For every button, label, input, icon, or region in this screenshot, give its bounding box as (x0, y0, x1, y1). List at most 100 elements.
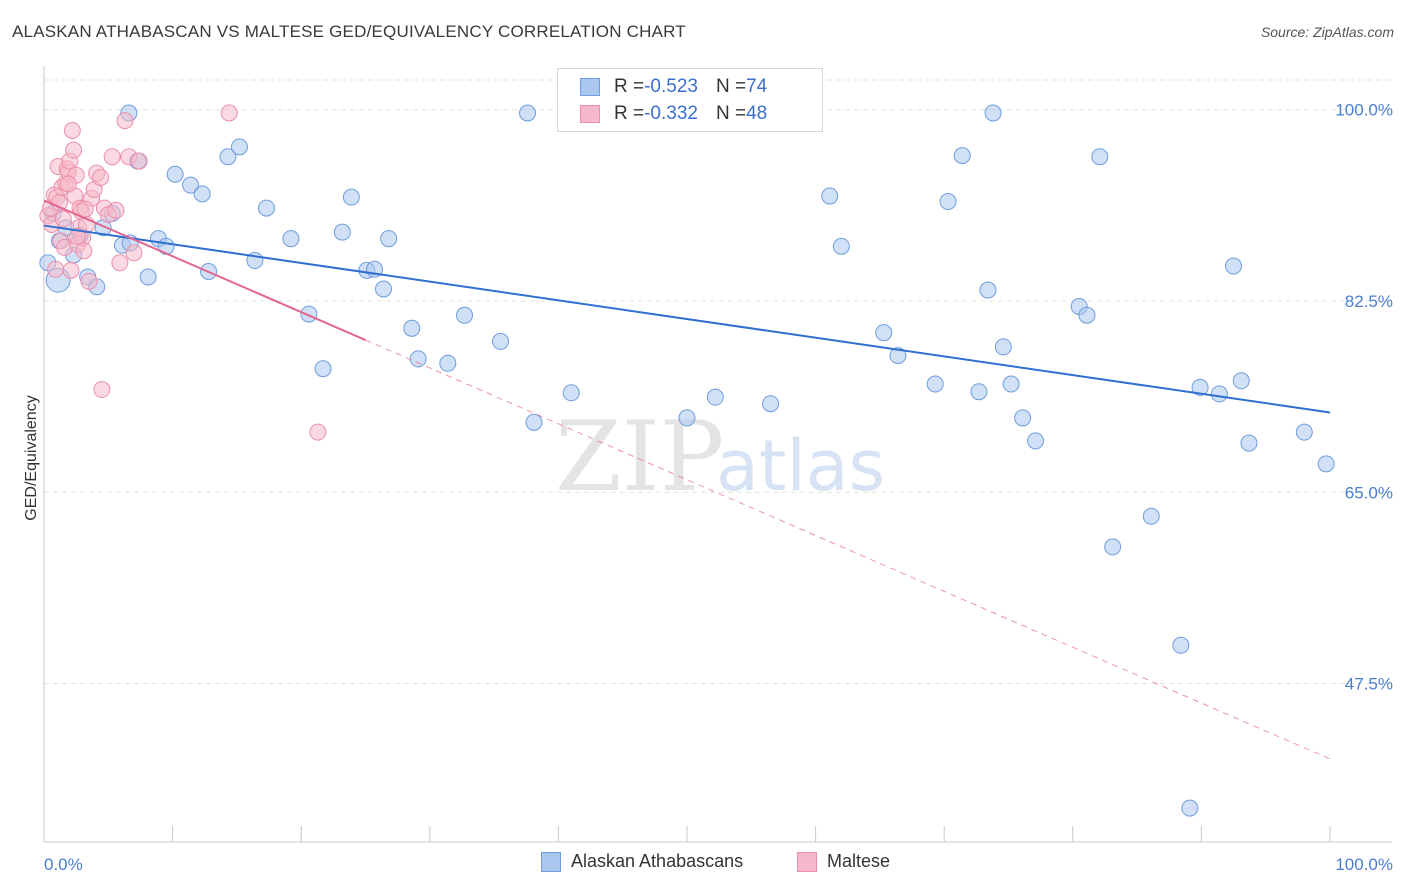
point-athabascan-44 (832, 237, 850, 255)
point-athabascan-20 (219, 148, 237, 166)
point-athabascan-63 (1232, 372, 1250, 390)
point-athabascan-26 (314, 360, 332, 378)
point-athabascan-34 (439, 354, 457, 372)
point-maltese-33 (103, 148, 121, 166)
point-athabascan-69 (984, 104, 1002, 122)
point-athabascan-60 (1172, 636, 1190, 654)
point-athabascan-42 (762, 395, 780, 413)
legend-label-blue: Alaskan Athabascans (571, 851, 744, 871)
point-athabascan-57 (1091, 148, 1109, 166)
point-maltese-35 (111, 254, 129, 272)
point-athabascan-21 (230, 138, 248, 156)
point-athabascan-62 (1210, 385, 1228, 403)
point-maltese-26 (80, 272, 98, 290)
trend-line-athabascan (43, 224, 1331, 414)
legend-item-alaskan-athabascans[interactable]: Alaskan Athabascans (541, 851, 743, 872)
point-athabascan-43 (821, 187, 839, 205)
point-athabascan-28 (342, 188, 360, 206)
point-athabascan-56 (1078, 306, 1096, 324)
x-tick-label-left: 0.0% (44, 855, 83, 874)
point-maltese-15 (63, 121, 81, 139)
point-athabascan-32 (380, 230, 398, 248)
point-maltese-39 (130, 152, 148, 170)
point-maltese-47 (47, 260, 65, 278)
point-maltese-8 (54, 210, 72, 228)
point-maltese-45 (76, 200, 94, 218)
point-athabascan-35 (456, 306, 474, 324)
pink-r-label: R = (614, 103, 645, 124)
pink-n-value: 48 (746, 103, 768, 124)
chart-title: ALASKAN ATHABASCAN VS MALTESE GED/EQUIVA… (12, 22, 686, 41)
blue-r-value: -0.523 (644, 76, 698, 97)
point-athabascan-71 (970, 383, 988, 401)
legend-swatch-blue (541, 851, 561, 872)
legend: Alaskan Athabascans Maltese (0, 851, 1406, 877)
point-athabascan-50 (979, 281, 997, 299)
axes (43, 66, 1392, 843)
point-maltese-14 (62, 261, 80, 279)
point-athabascan-51 (994, 338, 1012, 356)
point-maltese-30 (92, 168, 110, 186)
point-athabascan-48 (939, 193, 957, 211)
trend-line-maltese-dashed (365, 339, 1331, 760)
point-athabascan-37 (519, 104, 537, 122)
chart-source: Source: ZipAtlas.com (1260, 24, 1394, 40)
point-athabascan-67 (409, 350, 427, 368)
y-tick-label-0: 100.0% (1335, 101, 1393, 120)
point-athabascan-59 (1142, 507, 1160, 525)
point-athabascan-31 (375, 280, 393, 298)
point-maltese-36 (116, 112, 134, 130)
pink-n-label: N = (715, 103, 747, 124)
x-tick-label-right: 100.0% (1335, 855, 1393, 874)
point-maltese-38 (125, 244, 143, 262)
gridlines (44, 79, 1392, 685)
point-athabascan-66 (1317, 455, 1335, 473)
stats-row-pink: R = -0.332 N = 48 (580, 103, 767, 125)
point-athabascan-13 (139, 268, 157, 286)
point-athabascan-24 (282, 230, 300, 248)
point-maltese-44 (68, 228, 86, 246)
point-athabascan-58 (1104, 538, 1122, 556)
y-axis-label: GED/Equivalency (23, 395, 40, 520)
correlation-stats-box: R = -0.523 N = 74 R = -0.332 N = 48 (557, 68, 823, 132)
legend-label-pink: Maltese (827, 851, 891, 871)
point-maltese-24 (75, 242, 93, 260)
point-athabascan-46 (889, 347, 907, 365)
point-athabascan-70 (1191, 378, 1209, 396)
point-athabascan-18 (193, 185, 211, 203)
trend-lines (43, 199, 1331, 760)
watermark-zip: ZIP (555, 401, 724, 513)
point-athabascan-38 (525, 413, 543, 431)
point-athabascan-27 (333, 223, 351, 241)
y-tick-label-2: 65.0% (1345, 483, 1393, 502)
point-maltese-34 (107, 201, 125, 219)
point-athabascan-33 (403, 319, 421, 337)
watermark-atlas: atlas (716, 425, 885, 507)
stats-row-blue: R = -0.523 N = 74 (580, 76, 767, 98)
y-tick-label-1: 82.5% (1345, 292, 1393, 311)
point-athabascan-61 (1181, 799, 1199, 817)
point-maltese-43 (59, 175, 77, 193)
point-athabascan-17 (182, 176, 200, 194)
point-athabascan-49 (953, 147, 971, 165)
point-athabascan-45 (875, 324, 893, 342)
legend-item-maltese[interactable]: Maltese (797, 851, 890, 872)
point-athabascan-16 (166, 165, 184, 183)
point-athabascan-54 (1027, 432, 1045, 450)
y-tick-label-3: 47.5% (1345, 675, 1393, 694)
pink-r-value: -0.332 (644, 103, 698, 124)
point-maltese-16 (65, 141, 83, 159)
point-athabascan-23 (257, 199, 275, 217)
point-athabascan-64 (1240, 434, 1258, 452)
point-athabascan-36 (492, 332, 510, 350)
point-athabascan-39 (562, 384, 580, 402)
point-athabascan-53 (1014, 409, 1032, 427)
point-athabascan-68 (1225, 257, 1243, 275)
blue-r-label: R = (614, 76, 645, 97)
trend-line-maltese-solid (43, 199, 366, 341)
point-athabascan-52 (1002, 375, 1020, 393)
point-athabascan-65 (1295, 423, 1313, 441)
blue-n-value: 74 (746, 76, 768, 97)
point-maltese-40 (220, 104, 238, 122)
